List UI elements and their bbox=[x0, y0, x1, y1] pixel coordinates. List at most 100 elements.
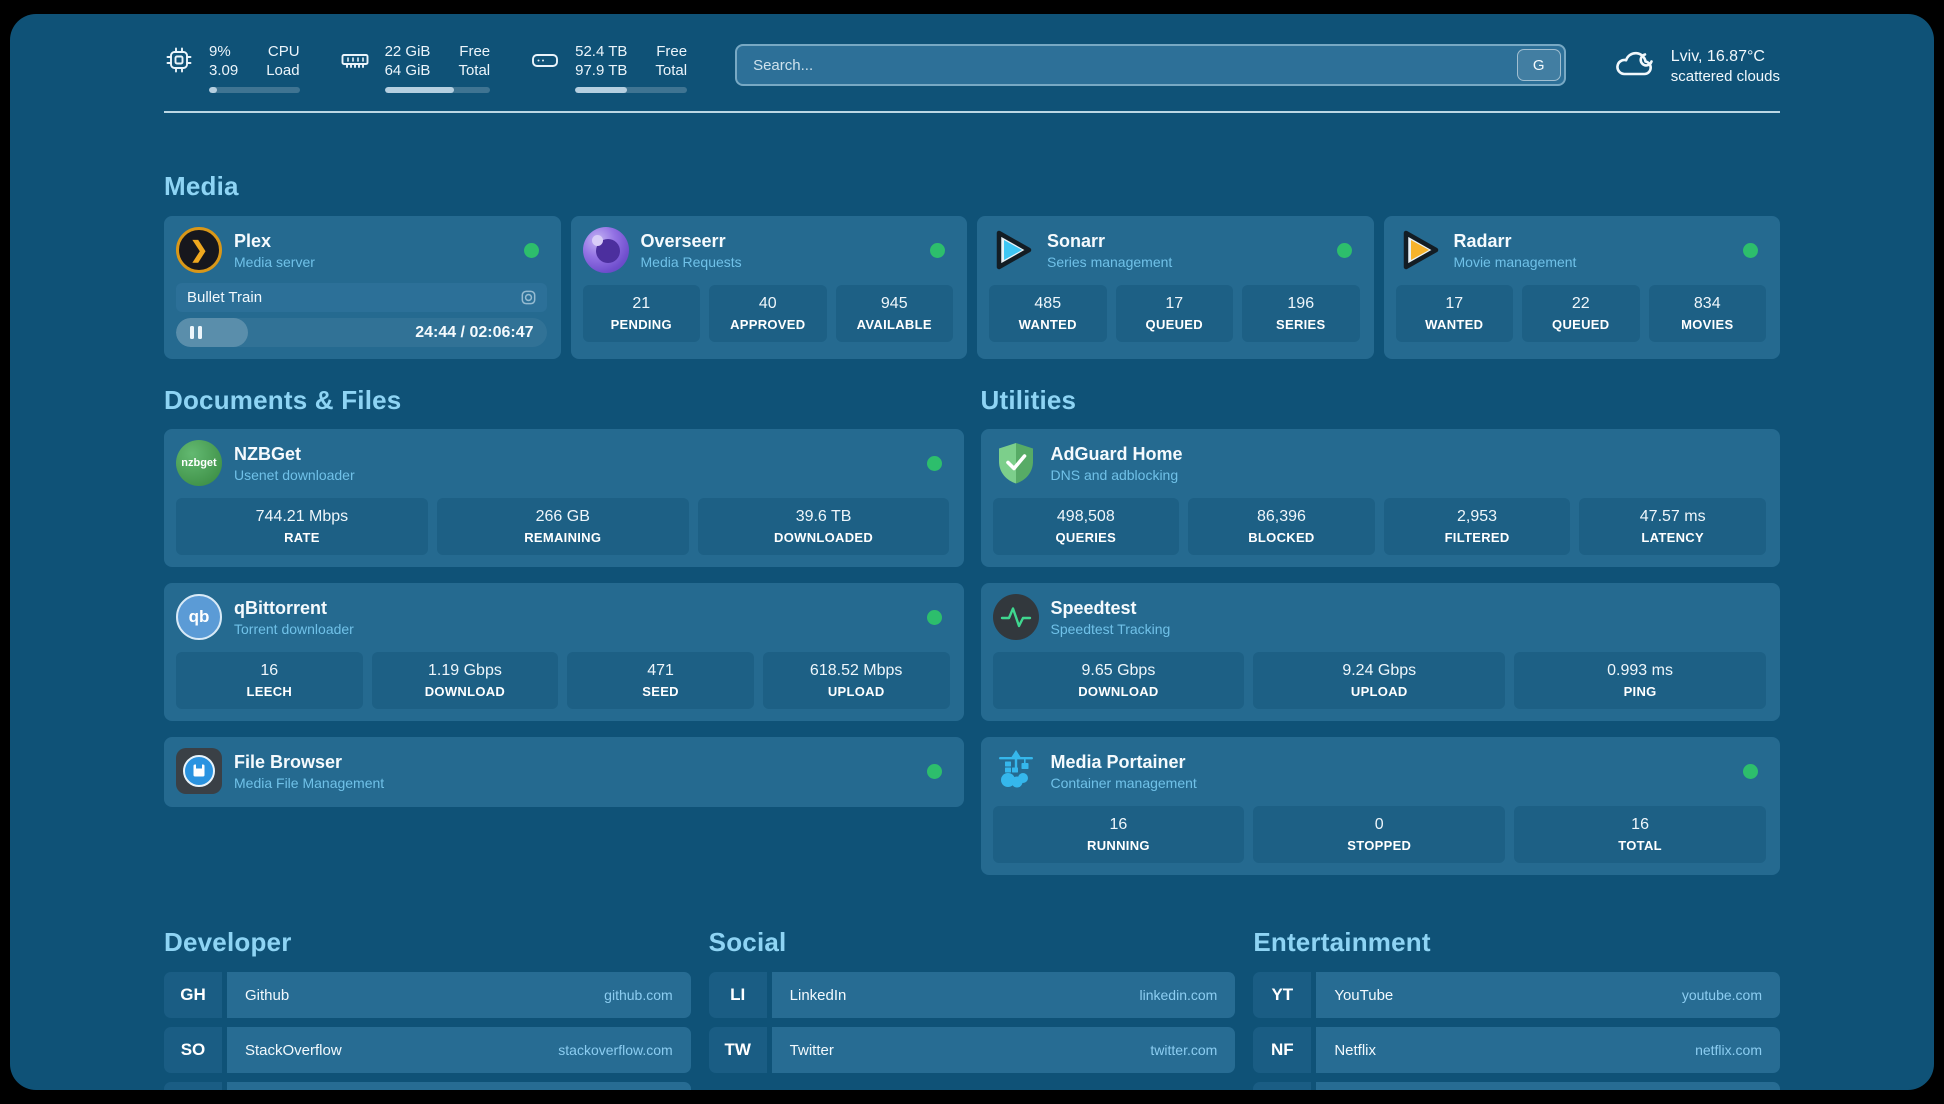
status-dot bbox=[926, 456, 942, 471]
card-plex[interactable]: ❯ Plex Media server Bullet Train bbox=[164, 216, 561, 359]
header-divider bbox=[164, 111, 1780, 113]
qbittorrent-icon: qb bbox=[176, 594, 222, 640]
disk-free-label: Free bbox=[656, 43, 688, 60]
radarr-icon bbox=[1396, 227, 1442, 273]
disk-progress-bar bbox=[575, 87, 688, 93]
bookmark-abbr: GH bbox=[164, 972, 222, 1018]
card-subtitle: Speedtest Tracking bbox=[1050, 620, 1171, 637]
disk-values: 52.4 TB 97.9 TB bbox=[575, 42, 627, 80]
pause-icon[interactable] bbox=[190, 326, 202, 339]
playback-progress-bar: 24:44 / 02:06:47 bbox=[176, 318, 547, 347]
weather-condition: scattered clouds bbox=[1670, 67, 1780, 85]
card-title: qBittorrent bbox=[234, 597, 327, 618]
bookmark-dev[interactable]: DT DEV dev.to bbox=[164, 1082, 691, 1090]
utilities-column: Utilities bbox=[980, 385, 1780, 875]
stat-filtered: 2,953 FILTERED bbox=[1383, 498, 1571, 555]
bookmark-url: github.com bbox=[604, 987, 673, 1003]
bookmark-abbr: SO bbox=[164, 1027, 222, 1073]
card-title: File Browser bbox=[234, 751, 343, 772]
memory-progress-fill bbox=[384, 87, 455, 93]
card-subtitle: Usenet downloader bbox=[234, 466, 355, 483]
dashboard-panel: 9% 3.09 CPU Load bbox=[10, 14, 1934, 1090]
stat-queued: 22 QUEUED bbox=[1522, 285, 1640, 342]
bookmark-youtube[interactable]: YT YouTube youtube.com bbox=[1253, 972, 1780, 1018]
stat-movies: 834 MOVIES bbox=[1648, 285, 1766, 342]
bookmark-stackoverflow[interactable]: SO StackOverflow stackoverflow.com bbox=[164, 1027, 691, 1073]
ram-icon bbox=[340, 42, 372, 93]
status-dot bbox=[926, 610, 942, 625]
bookmark-github[interactable]: GH Github github.com bbox=[164, 972, 691, 1018]
card-speedtest[interactable]: Speedtest Speedtest Tracking 9.65 Gbps D… bbox=[980, 583, 1780, 721]
bookmark-name: LinkedIn bbox=[789, 986, 847, 1004]
cpu-load-value: 3.09 bbox=[209, 62, 239, 79]
stat-total: 16 TOTAL bbox=[1514, 806, 1766, 863]
bookmark-reddit[interactable]: RE Reddit reddit.com bbox=[1253, 1082, 1780, 1090]
status-dot bbox=[1336, 243, 1352, 258]
section-title-entertainment: Entertainment bbox=[1253, 927, 1431, 957]
stat-download: 1.19 Gbps DOWNLOAD bbox=[371, 652, 559, 709]
disk-total-label: Total bbox=[655, 62, 688, 79]
bookmark-abbr: LI bbox=[708, 972, 767, 1018]
stat-approved: 40 APPROVED bbox=[709, 285, 827, 342]
card-sonarr[interactable]: Sonarr Series management 485 WANTED 17 Q… bbox=[977, 216, 1374, 359]
bookmark-abbr: NF bbox=[1253, 1027, 1312, 1073]
stat-blocked: 86,396 BLOCKED bbox=[1188, 498, 1375, 555]
card-subtitle: Series management bbox=[1047, 253, 1173, 270]
card-adguard[interactable]: AdGuard Home DNS and adblocking 498,508 … bbox=[980, 429, 1780, 567]
now-playing-settings-icon[interactable] bbox=[519, 288, 538, 307]
card-radarr[interactable]: Radarr Movie management 17 WANTED 22 QUE… bbox=[1383, 216, 1780, 359]
stat-ping: 0.993 ms PING bbox=[1514, 652, 1766, 709]
memory-free-value: 22 GiB bbox=[384, 43, 431, 60]
bookmarks-social: Social LI LinkedIn linkedin.com TW Twitt… bbox=[708, 927, 1236, 1090]
stat-wanted: 485 WANTED bbox=[989, 285, 1107, 342]
search-engine-button[interactable]: G bbox=[1516, 49, 1561, 81]
disk-total-value: 97.9 TB bbox=[575, 62, 628, 79]
bookmark-url: linkedin.com bbox=[1139, 987, 1218, 1003]
cpu-label: CPU bbox=[267, 43, 300, 60]
bookmarks-developer: Developer GH Github github.com SO StackO… bbox=[164, 927, 691, 1090]
disk-stat-group: 52.4 TB 97.9 TB Free Total bbox=[530, 42, 688, 93]
sonarr-icon bbox=[989, 227, 1035, 273]
stat-wanted: 17 WANTED bbox=[1395, 285, 1513, 342]
disk-free-value: 52.4 TB bbox=[575, 43, 628, 60]
bookmark-name: Twitter bbox=[789, 1041, 834, 1059]
stat-rate: 744.21 Mbps RATE bbox=[176, 498, 428, 555]
card-qbittorrent[interactable]: qb qBittorrent Torrent downloader 16 LEE… bbox=[164, 583, 964, 721]
section-title-developer: Developer bbox=[164, 927, 292, 957]
card-subtitle: Media File Management bbox=[234, 774, 385, 791]
card-filebrowser[interactable]: File Browser Media File Management bbox=[164, 737, 964, 807]
card-title: Overseerr bbox=[640, 230, 726, 251]
bookmark-url: twitter.com bbox=[1150, 1042, 1218, 1058]
disk-progress-fill bbox=[575, 87, 627, 93]
stat-downloaded: 39.6 TB DOWNLOADED bbox=[697, 498, 950, 555]
memory-total-value: 64 GiB bbox=[384, 62, 431, 79]
now-playing-bar: Bullet Train bbox=[176, 283, 547, 312]
bookmark-abbr: YT bbox=[1253, 972, 1312, 1018]
card-title: NZBGet bbox=[234, 443, 301, 464]
card-nzbget[interactable]: nzbget NZBGet Usenet downloader 744.21 M… bbox=[164, 429, 964, 567]
bookmark-twitter[interactable]: TW Twitter twitter.com bbox=[708, 1027, 1236, 1073]
playback-time: 24:44 / 02:06:47 bbox=[415, 323, 534, 341]
plex-icon: ❯ bbox=[176, 227, 222, 273]
stat-stopped: 0 STOPPED bbox=[1253, 806, 1506, 863]
card-title: Speedtest bbox=[1050, 597, 1137, 618]
bookmark-abbr: TW bbox=[708, 1027, 767, 1073]
memory-stat-group: 22 GiB 64 GiB Free Total bbox=[340, 42, 491, 93]
weather-widget: Lviv, 16.87°C scattered clouds bbox=[1612, 42, 1780, 87]
documents-column: Documents & Files nzbget NZBGet Usenet d… bbox=[164, 385, 964, 875]
bookmark-linkedin[interactable]: LI LinkedIn linkedin.com bbox=[708, 972, 1236, 1018]
nzbget-icon: nzbget bbox=[176, 440, 222, 486]
memory-free-label: Free bbox=[459, 43, 491, 60]
card-portainer[interactable]: Media Portainer Container management 16 … bbox=[980, 737, 1780, 875]
bookmark-name: StackOverflow bbox=[245, 1041, 342, 1059]
card-subtitle: Media server bbox=[234, 253, 315, 270]
stat-remaining: 266 GB REMAINING bbox=[436, 498, 689, 555]
card-overseerr[interactable]: Overseerr Media Requests 21 PENDING 40 A… bbox=[570, 216, 967, 359]
search-input[interactable] bbox=[737, 46, 1517, 84]
playback-progress-fill bbox=[176, 318, 249, 347]
card-title: Sonarr bbox=[1047, 230, 1106, 251]
bookmark-netflix[interactable]: NF Netflix netflix.com bbox=[1253, 1027, 1780, 1073]
stat-available: 945 AVAILABLE bbox=[835, 285, 953, 342]
bookmark-name: Netflix bbox=[1334, 1041, 1377, 1059]
disk-icon bbox=[530, 42, 562, 93]
